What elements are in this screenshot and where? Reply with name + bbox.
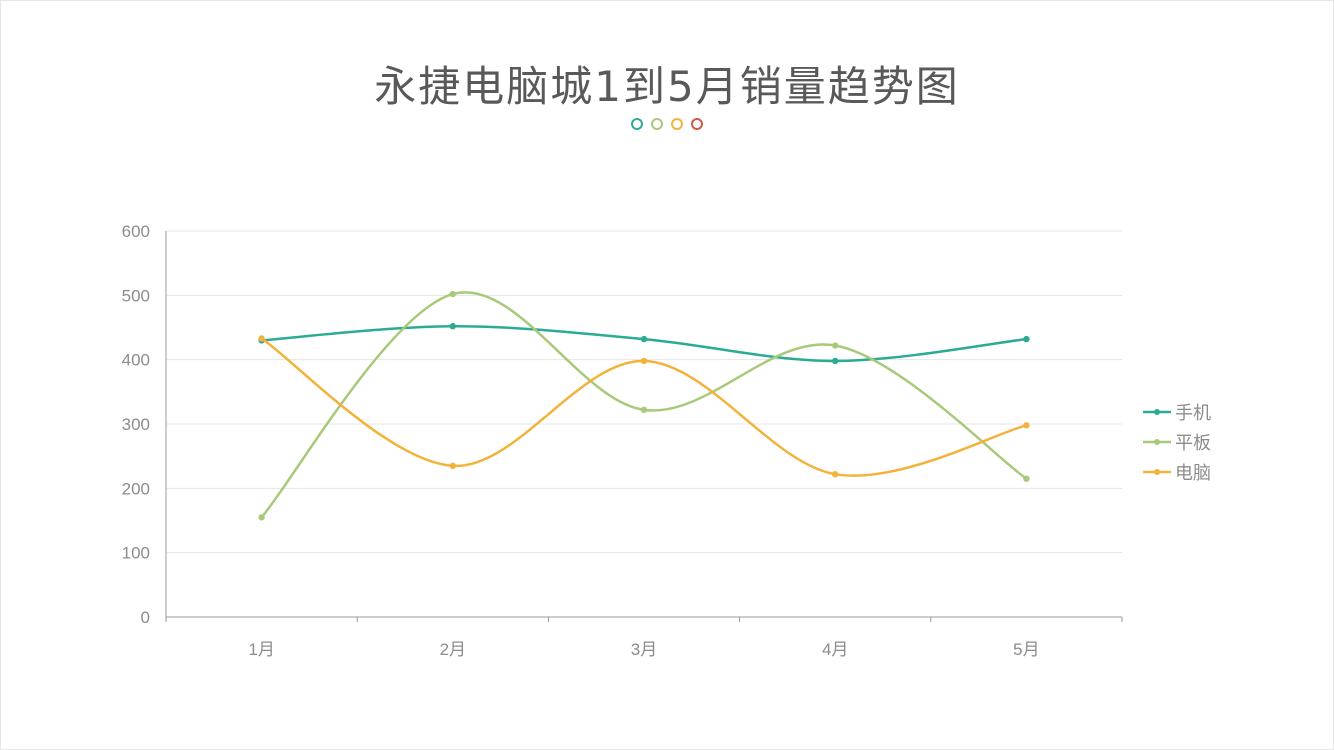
data-point — [258, 514, 265, 521]
legend-marker — [1154, 409, 1160, 415]
x-tick-label: 1月 — [248, 640, 274, 659]
data-point — [640, 335, 648, 343]
grid-lines — [166, 230, 1122, 554]
x-tick-label: 3月 — [631, 640, 657, 659]
y-tick-label: 500 — [122, 286, 150, 305]
decor-dot-3 — [671, 118, 683, 130]
data-point — [1023, 335, 1030, 343]
series-line-2 — [260, 291, 1028, 519]
y-tick-label: 600 — [122, 222, 150, 241]
legend-label: 手机 — [1175, 403, 1211, 424]
data-point — [832, 470, 839, 478]
y-tick-label: 400 — [122, 351, 150, 370]
data-point — [449, 462, 456, 470]
legend-marker — [1154, 469, 1160, 475]
data-point — [1023, 475, 1030, 482]
axes: 0 100 200 300 400 500 600 1月 2月 3月 4月 5月 — [122, 222, 1123, 659]
decor-dot-1 — [631, 118, 643, 130]
x-tick-label: 4月 — [822, 640, 848, 659]
legend-label: 平板 — [1175, 433, 1211, 454]
legend-label: 电脑 — [1175, 463, 1211, 484]
data-point — [1023, 422, 1030, 429]
data-point — [640, 357, 648, 365]
y-tick-label: 100 — [122, 544, 150, 563]
data-point — [449, 290, 456, 298]
legend-marker — [1154, 439, 1160, 445]
y-tick-label: 300 — [122, 415, 150, 434]
chart-title: 永捷电脑城1到5月销量趋势图 — [374, 62, 960, 111]
data-point — [449, 323, 456, 330]
decor-dot-4 — [691, 118, 703, 130]
series-layer — [258, 290, 1030, 521]
data-point — [832, 357, 839, 365]
data-point — [832, 342, 839, 349]
data-point — [640, 406, 648, 414]
decor-dot-2 — [651, 118, 663, 130]
title-decoration — [631, 118, 703, 130]
y-tick-label: 0 — [141, 608, 150, 627]
x-tick-label: 2月 — [440, 640, 466, 659]
data-point — [258, 335, 265, 342]
x-tick-label: 5月 — [1013, 640, 1039, 659]
y-tick-label: 200 — [122, 479, 150, 498]
series-line-1 — [261, 324, 1027, 363]
